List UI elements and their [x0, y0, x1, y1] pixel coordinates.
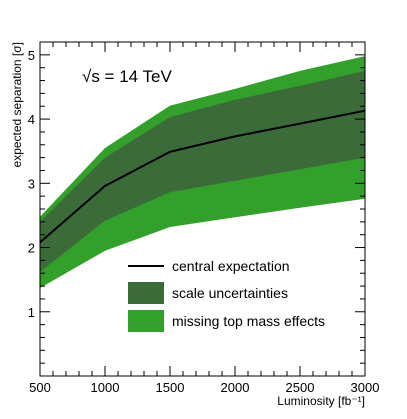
- legend-label-central-expectation: central expectation: [172, 258, 290, 274]
- y-tick-label-2: 2: [28, 241, 35, 256]
- line-central-expectation: [39, 109, 366, 244]
- y-tick-label-5: 5: [28, 48, 35, 63]
- tick-labels-group: 500 1000 1500 2000 2500 3000 1 2 3 4 5: [28, 48, 380, 395]
- lines-group: [39, 109, 366, 244]
- legend-swatch-missing-top-mass-effects: [128, 310, 164, 332]
- ticks-group: [39, 41, 366, 376]
- bands-group: [40, 56, 365, 288]
- x-tick-label-500: 500: [29, 380, 51, 395]
- legend: central expectation scale uncertainties mi…: [128, 258, 325, 332]
- legend-swatch-scale-uncertainties: [128, 282, 164, 304]
- band-scale-uncertainties: [40, 70, 365, 272]
- x-tick-label-1000: 1000: [91, 380, 120, 395]
- y-tick-label-1: 1: [28, 305, 35, 320]
- y-axis-label: expected separation [σ]: [10, 42, 24, 167]
- energy-annotation: √s = 14 TeV: [82, 67, 172, 86]
- y-tick-label-4: 4: [28, 112, 35, 127]
- x-tick-label-2500: 2500: [286, 380, 315, 395]
- x-tick-label-2000: 2000: [221, 380, 250, 395]
- x-axis-label: Luminosity [fb⁻¹]: [277, 394, 365, 408]
- legend-label-missing-top-mass-effects: missing top mass effects: [172, 313, 325, 329]
- x-tick-label-3000: 3000: [351, 380, 380, 395]
- legend-label-scale-uncertainties: scale uncertainties: [172, 285, 288, 301]
- x-tick-label-1500: 1500: [156, 380, 185, 395]
- y-tick-label-3: 3: [28, 176, 35, 191]
